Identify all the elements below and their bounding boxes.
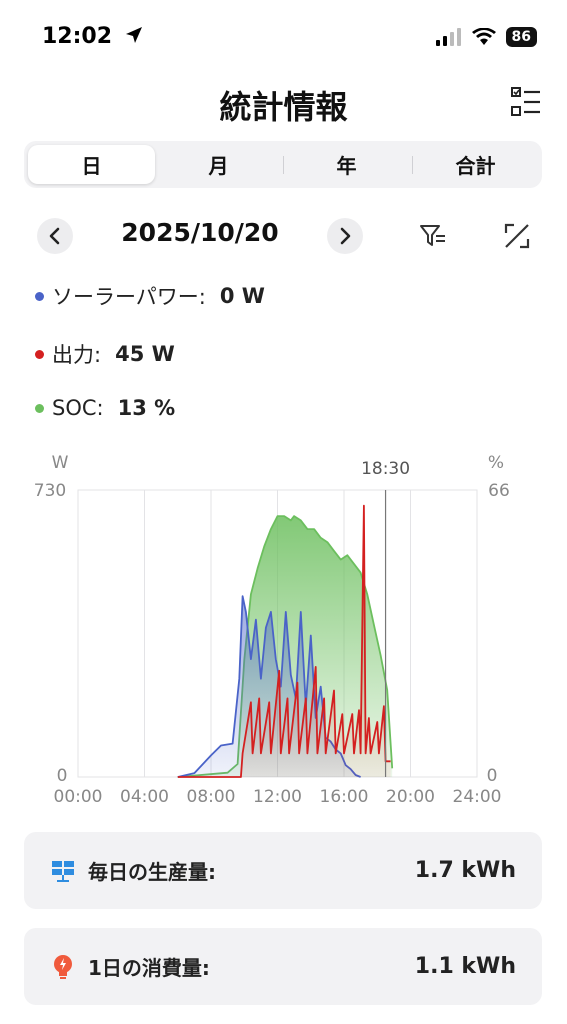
tab-total[interactable]: 合計 <box>455 154 496 178</box>
daily-consumption-label: 1日の消費量: <box>88 956 210 980</box>
x-tick-label: 24:00 <box>453 787 502 807</box>
solar-power-label: ソーラーパワー: <box>52 285 206 309</box>
x-axis-ticks: 00:00 04:00 08:00 12:00 16:00 20:00 24:00 <box>54 787 502 807</box>
soc-value: 13 % <box>117 396 176 420</box>
live-solar-power: ソーラーパワー: 0 W <box>35 281 265 311</box>
list-settings-icon[interactable] <box>511 86 541 118</box>
lightbulb-icon <box>50 954 76 980</box>
chart-series <box>177 504 394 778</box>
series-area-1 <box>177 505 391 777</box>
x-tick-label: 16:00 <box>320 787 369 807</box>
wifi-icon <box>471 28 496 45</box>
daily-production-label: 毎日の生産量: <box>88 860 216 884</box>
current-date[interactable]: 2025/10/20 <box>121 218 279 247</box>
status-time-text: 12:02 <box>42 24 113 49</box>
daily-production-value: 1.7 kWh <box>414 858 516 883</box>
series-line-1 <box>177 504 391 778</box>
period-segmented-control: 日 月 年 合計 <box>24 141 542 188</box>
power-chart[interactable]: W % 730 66 0 0 00:00 04:00 08:00 12:00 16:00… <box>0 440 567 820</box>
prev-date-button[interactable] <box>37 218 73 254</box>
status-indicators: 86 <box>435 27 537 47</box>
next-date-button[interactable] <box>327 218 363 254</box>
daily-consumption-value: 1.1 kWh <box>414 954 516 979</box>
tab-separator <box>412 156 413 174</box>
battery-indicator: 86 <box>505 27 537 47</box>
location-arrow-icon <box>125 27 142 43</box>
solar-panel-icon <box>50 858 76 884</box>
left-axis-max-label: 730 <box>34 481 66 501</box>
x-tick-label: 20:00 <box>386 787 435 807</box>
right-axis-max-label: 66 <box>488 481 510 501</box>
daily-production-card: 毎日の生産量: 1.7 kWh <box>24 832 542 909</box>
x-tick-label: 04:00 <box>120 787 169 807</box>
right-axis-min-label: 0 <box>487 766 498 786</box>
left-axis-min-label: 0 <box>57 766 68 786</box>
cursor-time-label: 18:30 <box>361 459 410 479</box>
output-value: 45 W <box>115 342 175 366</box>
left-axis-unit: W <box>52 453 69 473</box>
page-title: 統計情報 <box>219 88 348 126</box>
filter-icon[interactable] <box>418 221 448 251</box>
solar-legend-dot <box>35 291 44 301</box>
live-output: 出力: 45 W <box>35 339 175 369</box>
live-soc: SOC: 13 % <box>35 396 175 420</box>
daily-consumption-card: 1日の消費量: 1.1 kWh <box>24 928 542 1005</box>
solar-power-value: 0 W <box>219 284 265 308</box>
tab-year[interactable]: 年 <box>336 154 357 178</box>
output-label: 出力: <box>52 343 102 367</box>
expand-icon[interactable] <box>502 221 532 251</box>
chevron-left-icon <box>49 227 60 245</box>
right-axis-unit: % <box>488 453 504 473</box>
tab-month[interactable]: 月 <box>208 154 229 178</box>
chart-cursor: 18:30 <box>361 459 410 777</box>
x-tick-label: 08:00 <box>187 787 236 807</box>
tab-day[interactable]: 日 <box>28 145 155 184</box>
status-time: 12:02 <box>42 24 144 49</box>
output-legend-dot <box>35 349 44 359</box>
soc-label: SOC: <box>52 396 104 420</box>
cellular-signal-icon <box>435 28 461 46</box>
soc-legend-dot <box>35 403 44 413</box>
x-tick-label: 00:00 <box>54 787 103 807</box>
chevron-right-icon <box>340 227 351 245</box>
tab-separator <box>283 156 284 174</box>
x-tick-label: 12:00 <box>253 787 302 807</box>
